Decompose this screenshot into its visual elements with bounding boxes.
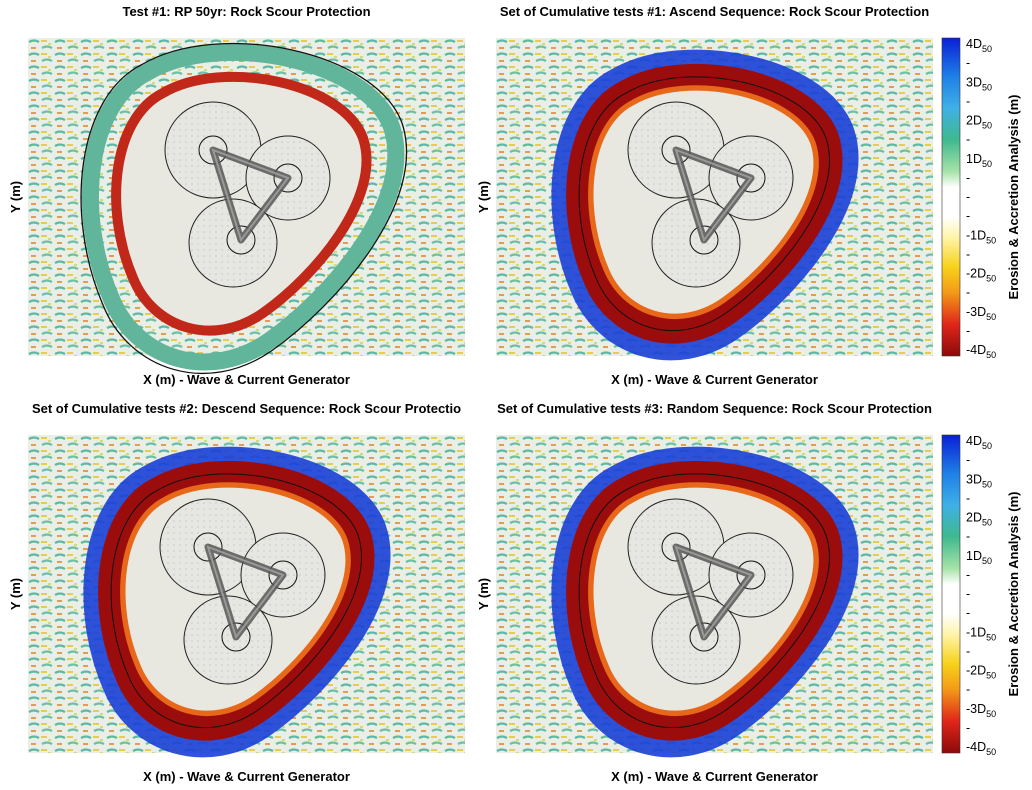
colorbar-label: Erosion & Accretion Analysis (m) [1006, 492, 1021, 697]
colorbar-tick-label: 4D50 [966, 434, 992, 451]
colorbar-tick-label: - [966, 247, 970, 261]
tick-subscript: 50 [986, 274, 996, 284]
tick-text: -4D [966, 740, 986, 754]
colorbar-tick-label: - [966, 209, 970, 223]
tick-text: 2D [966, 511, 982, 525]
map-image [28, 435, 465, 753]
tick-text: 3D [966, 75, 982, 89]
tick-text: 1D [966, 549, 982, 563]
colorbar-tick-label: - [966, 644, 970, 658]
tick-text: 1D [966, 152, 982, 166]
colorbar: 4D50-3D50-2D50-1D50----1D50--2D50--3D50-… [942, 37, 1021, 360]
figure: Test #1: RP 50yr: Rock Scour Protection X… [0, 0, 1032, 785]
tick-text: -3D [966, 305, 986, 319]
tick-text: -4D [966, 343, 986, 357]
colorbar-label: Erosion & Accretion Analysis (m) [1006, 95, 1021, 300]
colorbar-tick-label: - [966, 530, 970, 544]
x-axis-label: X (m) - Wave & Current Generator [143, 372, 350, 387]
panel-title: Test #1: RP 50yr: Rock Scour Protection [122, 4, 370, 19]
tick-subscript: 50 [982, 121, 992, 131]
colorbar-tick-label: - [966, 56, 970, 70]
colorbar-tick-label: -4D50 [966, 343, 996, 360]
colorbar-tick-label: -1D50 [966, 228, 996, 245]
map-image [496, 435, 933, 753]
map-image [496, 38, 933, 356]
y-axis-label: Y (m) [8, 578, 23, 610]
panel-title: Set of Cumulative tests #2: Descend Sequ… [32, 401, 461, 416]
tick-text: -1D [966, 228, 986, 242]
colorbar-tick-label: - [966, 133, 970, 147]
tick-subscript: 50 [986, 709, 996, 719]
colorbar-tick-label: - [966, 286, 970, 300]
y-axis-label: Y (m) [476, 578, 491, 610]
colorbar-tick-label: 3D50 [966, 75, 992, 92]
colorbar-tick-label: -4D50 [966, 740, 996, 757]
colorbar-tick-label: 2D50 [966, 114, 992, 131]
colorbar-tick-label: - [966, 453, 970, 467]
colorbar-tick-label: - [966, 587, 970, 601]
tick-text: 4D [966, 37, 982, 51]
panel-title: Set of Cumulative tests #1: Ascend Seque… [500, 4, 929, 19]
tick-subscript: 50 [986, 632, 996, 642]
colorbar-tick-label: -1D50 [966, 625, 996, 642]
tick-subscript: 50 [982, 159, 992, 169]
panel: Test #1: RP 50yr: Rock Scour Protection X… [8, 4, 465, 387]
colorbar-tick-label: 1D50 [966, 549, 992, 566]
colorbar-tick-label: 1D50 [966, 152, 992, 169]
colorbar-tick-label: - [966, 568, 970, 582]
colorbar-tick-label: - [966, 324, 970, 338]
tick-subscript: 50 [986, 747, 996, 757]
x-axis-label: X (m) - Wave & Current Generator [143, 769, 350, 784]
tick-subscript: 50 [982, 82, 992, 92]
tick-subscript: 50 [982, 556, 992, 566]
colorbar-tick-label: - [966, 171, 970, 185]
tick-text: 2D [966, 114, 982, 128]
map-image [28, 38, 465, 373]
tick-text: -1D [966, 625, 986, 639]
colorbar-scale [942, 435, 960, 753]
colorbar-tick-label: -2D50 [966, 267, 996, 284]
tick-subscript: 50 [986, 350, 996, 360]
colorbar-scale [942, 38, 960, 356]
panel: Set of Cumulative tests #3: Random Seque… [476, 401, 933, 784]
tick-subscript: 50 [982, 44, 992, 54]
colorbar-tick-label: 4D50 [966, 37, 992, 54]
colorbar-tick-label: 3D50 [966, 472, 992, 489]
colorbar-tick-label: -3D50 [966, 305, 996, 322]
tick-subscript: 50 [982, 441, 992, 451]
panel: Set of Cumulative tests #1: Ascend Seque… [476, 4, 933, 387]
panel: Set of Cumulative tests #2: Descend Sequ… [8, 401, 465, 784]
y-axis-label: Y (m) [476, 181, 491, 213]
x-axis-label: X (m) - Wave & Current Generator [611, 372, 818, 387]
colorbar-tick-label: -3D50 [966, 702, 996, 719]
colorbar-tick-label: - [966, 721, 970, 735]
tick-text: -2D [966, 664, 986, 678]
tick-text: 3D [966, 472, 982, 486]
panel-title: Set of Cumulative tests #3: Random Seque… [497, 401, 932, 416]
tick-text: -2D [966, 267, 986, 281]
colorbar-tick-label: - [966, 683, 970, 697]
colorbar-tick-label: - [966, 94, 970, 108]
colorbar: 4D50-3D50-2D50-1D50----1D50--2D50--3D50-… [942, 434, 1021, 757]
y-axis-label: Y (m) [8, 181, 23, 213]
colorbar-tick-label: -2D50 [966, 664, 996, 681]
tick-subscript: 50 [986, 671, 996, 681]
colorbar-tick-label: - [966, 190, 970, 204]
x-axis-label: X (m) - Wave & Current Generator [611, 769, 818, 784]
colorbar-tick-label: 2D50 [966, 511, 992, 528]
tick-text: -3D [966, 702, 986, 716]
tick-subscript: 50 [982, 479, 992, 489]
tick-subscript: 50 [986, 235, 996, 245]
colorbar-tick-label: - [966, 491, 970, 505]
tick-text: 4D [966, 434, 982, 448]
colorbar-tick-label: - [966, 606, 970, 620]
tick-subscript: 50 [982, 518, 992, 528]
tick-subscript: 50 [986, 312, 996, 322]
